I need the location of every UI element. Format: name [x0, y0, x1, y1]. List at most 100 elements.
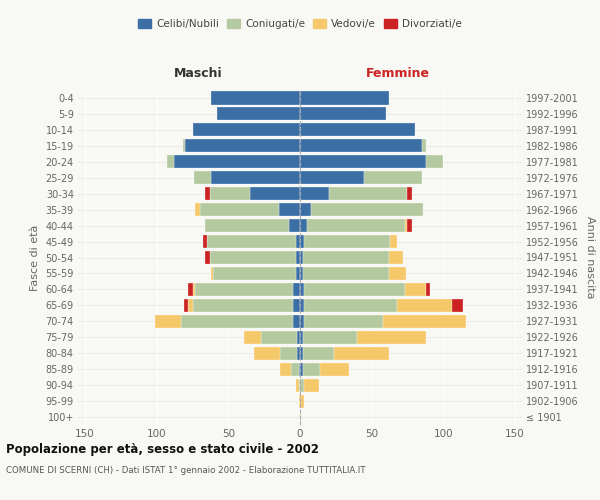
Bar — [304, 378, 319, 392]
Bar — [205, 187, 210, 200]
Bar — [193, 299, 293, 312]
Bar — [296, 378, 299, 392]
Bar — [292, 362, 299, 376]
Bar — [196, 283, 293, 296]
Bar — [262, 330, 297, 344]
Bar — [188, 283, 193, 296]
Bar — [300, 283, 304, 296]
Bar — [303, 330, 357, 344]
Bar — [174, 155, 300, 168]
Bar — [304, 283, 404, 296]
Bar — [422, 140, 426, 152]
Bar — [196, 203, 200, 216]
Bar — [311, 203, 423, 216]
Bar — [300, 219, 307, 232]
Bar — [289, 219, 300, 232]
Bar — [304, 299, 397, 312]
Bar — [300, 203, 311, 216]
Bar — [254, 346, 280, 360]
Bar — [300, 267, 303, 280]
Bar — [250, 187, 300, 200]
Bar — [404, 219, 407, 232]
Bar — [303, 267, 389, 280]
Bar — [211, 92, 300, 104]
Bar — [397, 299, 452, 312]
Bar — [389, 267, 406, 280]
Bar — [300, 378, 304, 392]
Bar — [299, 362, 300, 376]
Bar — [364, 171, 422, 184]
Bar — [404, 283, 426, 296]
Bar — [300, 155, 426, 168]
Bar — [390, 235, 397, 248]
Bar — [407, 219, 412, 232]
Bar — [188, 299, 193, 312]
Bar — [307, 219, 404, 232]
Text: Popolazione per età, sesso e stato civile - 2002: Popolazione per età, sesso e stato civil… — [6, 442, 319, 456]
Bar — [297, 346, 300, 360]
Bar — [300, 315, 304, 328]
Text: Maschi: Maschi — [173, 67, 222, 80]
Bar — [303, 251, 389, 264]
Bar — [300, 346, 303, 360]
Bar — [300, 330, 303, 344]
Text: Femmine: Femmine — [365, 67, 430, 80]
Bar — [357, 330, 426, 344]
Bar — [193, 283, 196, 296]
Bar — [210, 187, 250, 200]
Bar — [200, 203, 278, 216]
Bar — [300, 108, 386, 120]
Bar — [182, 140, 185, 152]
Bar — [296, 251, 300, 264]
Bar — [452, 299, 463, 312]
Bar — [300, 394, 304, 407]
Bar — [383, 315, 466, 328]
Bar — [155, 315, 181, 328]
Bar — [303, 362, 320, 376]
Bar — [203, 235, 207, 248]
Bar — [280, 346, 297, 360]
Bar — [181, 315, 293, 328]
Bar — [193, 124, 300, 136]
Bar — [297, 330, 300, 344]
Bar — [207, 235, 296, 248]
Bar — [300, 92, 389, 104]
Bar — [210, 251, 296, 264]
Bar — [300, 124, 415, 136]
Bar — [389, 251, 403, 264]
Bar — [303, 346, 334, 360]
Y-axis label: Anni di nascita: Anni di nascita — [584, 216, 595, 298]
Bar — [300, 187, 329, 200]
Bar — [293, 283, 300, 296]
Bar — [304, 235, 390, 248]
Bar — [300, 410, 301, 424]
Y-axis label: Fasce di età: Fasce di età — [30, 224, 40, 290]
Bar — [244, 330, 262, 344]
Bar — [407, 187, 412, 200]
Bar — [426, 283, 430, 296]
Bar — [296, 235, 300, 248]
Text: COMUNE DI SCERNI (CH) - Dati ISTAT 1° gennaio 2002 - Elaborazione TUTTITALIA.IT: COMUNE DI SCERNI (CH) - Dati ISTAT 1° ge… — [6, 466, 365, 475]
Bar — [300, 362, 303, 376]
Bar — [212, 267, 296, 280]
Bar — [293, 299, 300, 312]
Bar — [296, 267, 300, 280]
Bar — [300, 140, 422, 152]
Bar — [304, 315, 383, 328]
Bar — [299, 378, 300, 392]
Bar — [329, 187, 407, 200]
Bar — [205, 251, 210, 264]
Bar — [184, 299, 188, 312]
Bar — [211, 267, 212, 280]
Bar — [280, 362, 292, 376]
Bar — [293, 315, 300, 328]
Legend: Celibi/Nubili, Coniugati/e, Vedovi/e, Divorziati/e: Celibi/Nubili, Coniugati/e, Vedovi/e, Di… — [134, 15, 466, 34]
Bar — [299, 394, 300, 407]
Bar — [278, 203, 300, 216]
Bar — [185, 140, 300, 152]
Bar — [300, 235, 304, 248]
Bar — [334, 346, 389, 360]
Bar — [300, 171, 364, 184]
Bar — [300, 299, 304, 312]
Bar — [167, 155, 174, 168]
